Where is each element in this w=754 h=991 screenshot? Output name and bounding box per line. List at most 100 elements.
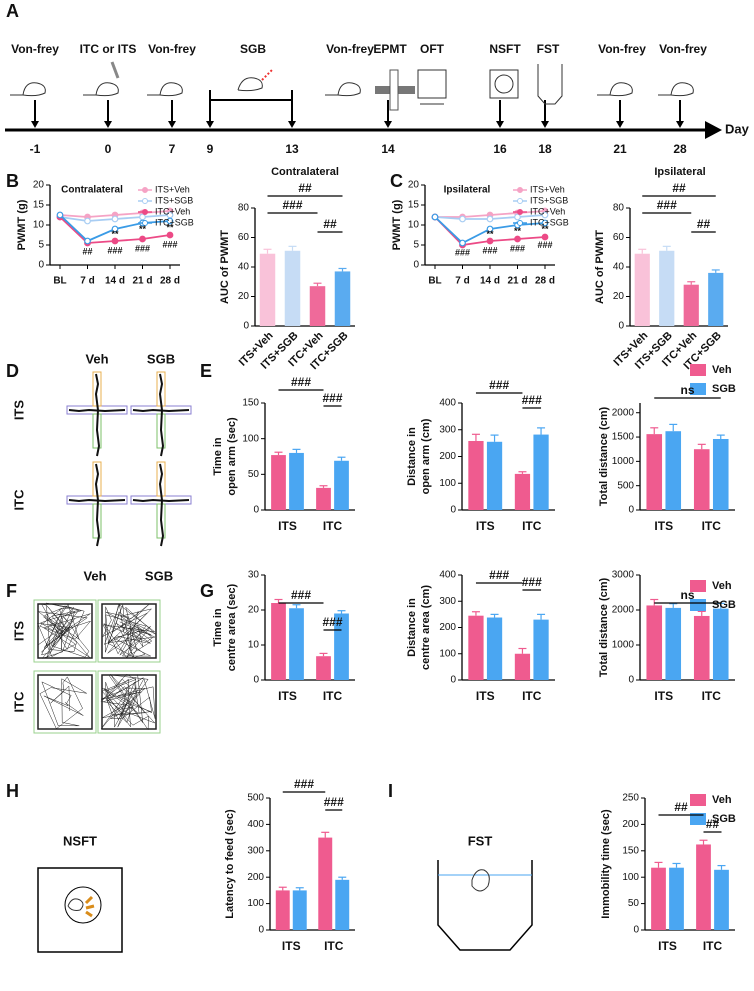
bar: [665, 607, 682, 680]
y-tick-label: 15: [33, 200, 45, 211]
comparison-label: ###: [291, 375, 311, 389]
y-axis-label: Latency to feed (sec): [224, 809, 236, 919]
y-tick-label: 20: [238, 291, 250, 302]
comparison-label: ###: [322, 615, 342, 629]
chart-title: Ipsilateral: [654, 166, 705, 178]
x-tick-label: ITS: [658, 939, 677, 953]
rat-icon: [67, 898, 84, 911]
legend-marker: [517, 198, 523, 204]
y-tick-label: 20: [248, 605, 260, 616]
x-tick-label: 28 d: [160, 276, 180, 287]
y-axis-label: Distance in: [406, 427, 418, 486]
x-tick-label: 14 d: [105, 276, 125, 287]
annotation: ###: [455, 247, 470, 257]
legend-swatch: [690, 599, 706, 611]
y-tick-label: 250: [622, 793, 639, 804]
column-label: Veh: [85, 351, 108, 366]
event-label: Von-frey: [148, 42, 196, 56]
y-tick-label: 0: [413, 260, 419, 271]
bar: [714, 869, 729, 930]
track: [132, 373, 190, 457]
bar: [316, 487, 331, 510]
day-label: 14: [381, 142, 395, 156]
y-tick-label: 0: [450, 675, 456, 686]
annotation: ###: [482, 245, 497, 255]
day-arrow: [384, 121, 392, 128]
annotation: ###: [162, 239, 177, 249]
chart-title: Contralateral: [61, 185, 123, 196]
y-tick-label: 1000: [612, 456, 635, 467]
rat-icon: [658, 82, 694, 97]
point: [111, 215, 119, 223]
event-label: OFT: [420, 42, 445, 56]
bar: [646, 434, 663, 510]
bar: [292, 890, 307, 930]
legend-marker: [142, 209, 148, 215]
point: [514, 213, 521, 221]
y-tick-label: 0: [450, 505, 456, 516]
annotation: ##: [82, 247, 92, 257]
bar: [271, 603, 286, 680]
column-label: SGB: [147, 351, 175, 366]
day-arrow: [104, 121, 112, 128]
y-tick-label: 80: [238, 203, 250, 214]
comparison-label: ##: [706, 817, 720, 831]
y-axis-label: AUC of PWMT: [594, 230, 606, 304]
annotation: ###: [135, 243, 150, 253]
panel-letter: I: [388, 781, 393, 801]
x-tick-label: 21 d: [132, 276, 152, 287]
comparison-label: ###: [522, 393, 542, 407]
point: [486, 215, 494, 223]
annotation: **: [111, 229, 119, 239]
y-tick-label: 40: [238, 262, 250, 273]
y-axis-label: Total distance (cm): [598, 406, 610, 506]
bar: [669, 867, 684, 930]
track: [37, 674, 93, 730]
arena: [37, 867, 123, 953]
y-tick-label: 0: [243, 321, 249, 332]
y-axis-label: centre area (sec): [226, 583, 238, 671]
legend-label: ITC+SGB: [530, 217, 569, 227]
y-tick-label: 0: [633, 925, 639, 936]
bar: [468, 615, 484, 680]
legend-swatch: [690, 364, 706, 376]
day-label: 0: [105, 142, 112, 156]
panel-letter: E: [200, 361, 212, 381]
point: [541, 211, 549, 219]
chart-title: Contralateral: [271, 166, 339, 178]
schematic-label: NSFT: [63, 833, 97, 848]
track: [68, 463, 126, 547]
event-label: FST: [537, 42, 560, 56]
legend-label: ITS+SGB: [155, 195, 193, 205]
comparison-label: ##: [323, 217, 337, 231]
bar: [289, 608, 304, 680]
comparison-label: ###: [657, 198, 677, 212]
track: [132, 463, 190, 547]
y-tick-label: 100: [439, 478, 456, 489]
day-label: 9: [207, 142, 214, 156]
track: [39, 676, 87, 730]
track: [68, 373, 126, 457]
panel-letter: H: [6, 781, 19, 801]
column-label: SGB: [145, 568, 173, 583]
y-tick-label: 10: [33, 220, 45, 231]
comparison-label: ##: [298, 181, 312, 195]
bar: [514, 653, 531, 680]
x-tick-label: ITC: [323, 519, 343, 533]
point: [514, 235, 521, 243]
y-axis-label: PWMT (g): [16, 199, 28, 250]
annotation: ###: [107, 245, 122, 255]
comparison-label: ##: [697, 217, 711, 231]
y-tick-label: 10: [408, 220, 420, 231]
point: [541, 219, 549, 227]
y-axis-label: open arm (cm): [420, 418, 432, 494]
bar: [693, 449, 710, 510]
track: [101, 603, 157, 659]
y-tick-label: 15: [408, 200, 420, 211]
day-arrow: [168, 121, 176, 128]
x-tick-label: ITC: [702, 689, 722, 703]
y-tick-label: 500: [617, 480, 634, 491]
y-tick-label: 30: [248, 570, 260, 581]
comparison-label: ###: [489, 378, 509, 392]
y-tick-label: 40: [613, 262, 625, 273]
